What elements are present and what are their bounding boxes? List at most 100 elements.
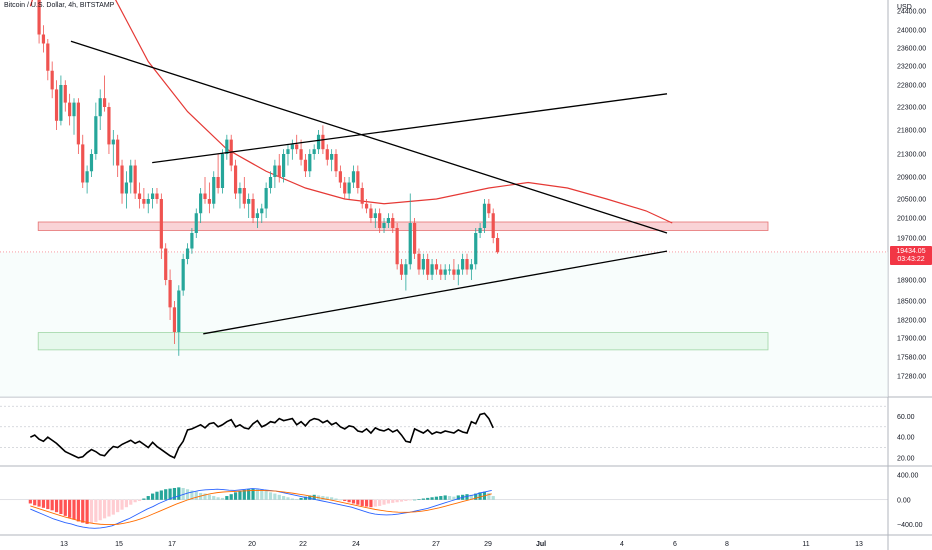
price-tick-label: 18200.00 xyxy=(897,318,926,325)
candle-body xyxy=(421,259,425,270)
candles xyxy=(37,0,500,356)
candle-body xyxy=(225,139,229,154)
trendlines[interactable] xyxy=(70,40,668,335)
candle-body xyxy=(54,89,59,121)
macd-histogram-bar xyxy=(94,499,98,523)
candle-body xyxy=(491,213,495,238)
macd-histogram-bar xyxy=(120,499,124,510)
candle-body xyxy=(461,259,465,270)
macd-histogram-bar xyxy=(369,499,373,508)
candle-body xyxy=(399,264,404,275)
price-axis[interactable]: 24400.00 24000.00 23600.00 23200.00 22800.00… xyxy=(897,9,926,381)
macd-histogram-bar xyxy=(277,494,281,500)
price-tick-label: 18900.00 xyxy=(897,278,926,285)
macd-histogram-bar xyxy=(151,493,155,500)
macd-histogram-bar xyxy=(37,499,41,507)
macd-histogram-bar xyxy=(334,498,338,500)
macd-histogram-bar xyxy=(124,499,129,508)
candle-body xyxy=(487,203,491,214)
price-tick-label: 20900.00 xyxy=(897,175,926,182)
candle-body xyxy=(120,165,124,194)
candle-body xyxy=(68,102,72,117)
macd-histogram-bar xyxy=(439,496,443,500)
time-tick-label: 15 xyxy=(115,541,123,548)
candle-body xyxy=(286,149,290,154)
macd-histogram-bar xyxy=(54,499,59,513)
macd-histogram-bar xyxy=(212,496,216,500)
macd-histogram-bar xyxy=(356,499,360,505)
price-tick-label: 23200.00 xyxy=(897,64,926,71)
candle-body xyxy=(465,259,469,270)
macd-histogram-bar xyxy=(81,499,85,523)
macd-histogram-bar xyxy=(72,499,76,520)
candle-body xyxy=(426,259,430,275)
macd-histogram-bar xyxy=(41,499,46,508)
macd-histogram-bar xyxy=(177,487,181,500)
macd-histogram-bar xyxy=(63,499,67,516)
macd-histogram-bar xyxy=(247,489,251,500)
price-tick-label: 20500.00 xyxy=(897,197,926,204)
macd-histogram-bar xyxy=(417,499,421,500)
candle-body xyxy=(137,193,142,199)
candle-body xyxy=(111,139,115,145)
macd-histogram-bar xyxy=(282,496,286,500)
candle-body xyxy=(46,43,50,71)
macd-histogram-bar xyxy=(220,497,225,500)
candle-body xyxy=(417,253,421,270)
macd-histogram-bar xyxy=(164,489,168,500)
time-tick-label: 29 xyxy=(484,541,492,548)
candle-body xyxy=(146,199,150,204)
macd-histogram-bar xyxy=(50,499,54,511)
macd-histogram-bar xyxy=(242,489,246,500)
candle-body xyxy=(264,188,268,209)
signal-line xyxy=(30,490,492,526)
candle-body xyxy=(495,238,500,253)
macd-histogram-bar xyxy=(299,497,303,500)
candle-body xyxy=(316,134,321,150)
candle-body xyxy=(434,264,439,270)
macd-histogram-bar xyxy=(116,499,120,513)
macd-histogram-bar xyxy=(216,497,220,500)
macd-histogram-bar xyxy=(98,499,102,521)
macd-histogram-bar xyxy=(286,497,290,500)
macd-histogram-bar xyxy=(85,499,89,524)
candle-body xyxy=(312,149,316,154)
macd-histogram-bar xyxy=(203,493,207,500)
time-tick-label: 20 xyxy=(248,541,256,548)
candle-body xyxy=(478,228,482,233)
price-tick-label: 22300.00 xyxy=(897,105,926,112)
candle-body xyxy=(94,116,98,154)
candle-body xyxy=(456,269,460,275)
price-tick-label: 17900.00 xyxy=(897,336,926,343)
macd-histogram-bar xyxy=(76,499,80,522)
macd-histogram-bar xyxy=(321,496,325,500)
macd-histogram-bar xyxy=(185,489,190,500)
candle-body xyxy=(133,165,137,194)
macd-histogram-bar xyxy=(190,490,194,500)
rsi-tick-label: 40.00 xyxy=(897,435,915,442)
macd-histogram-bar xyxy=(273,493,277,500)
candle-body xyxy=(308,154,312,172)
candle-body xyxy=(50,70,54,90)
macd-histogram-bar xyxy=(68,499,72,518)
macd-histogram-bar xyxy=(404,499,408,501)
candle-body xyxy=(168,280,172,308)
rsi-line xyxy=(29,412,494,459)
candle-body xyxy=(330,154,334,160)
time-tick-label: 22 xyxy=(299,541,307,548)
macd-histogram-bar xyxy=(268,492,273,500)
candle-body xyxy=(255,213,260,218)
below-price-shade xyxy=(0,252,888,397)
macd-histogram-bar xyxy=(426,497,430,500)
candle-body xyxy=(185,248,190,259)
macd-histogram-bar xyxy=(456,495,460,500)
macd-histogram-bar xyxy=(111,499,115,515)
candle-body xyxy=(203,193,207,199)
macd-histogram-bar xyxy=(378,499,382,506)
macd-histogram-bar xyxy=(443,495,447,500)
time-axis[interactable]: 13 15 17 20 22 24 27 29 Jul 4 6 8 11 13 xyxy=(60,541,863,548)
candle-body xyxy=(452,269,456,275)
rsi-pane: 60.00 40.00 20.00 xyxy=(0,405,915,462)
rsi-tick-label: 20.00 xyxy=(897,455,915,462)
